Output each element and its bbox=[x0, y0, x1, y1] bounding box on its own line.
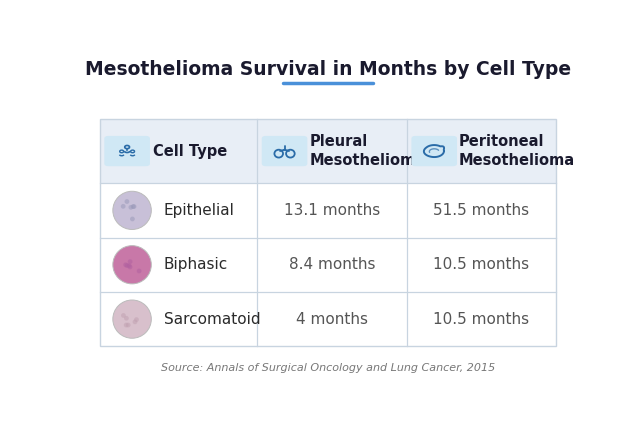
Text: Pleural
Mesothelioma: Pleural Mesothelioma bbox=[309, 134, 426, 169]
Ellipse shape bbox=[129, 315, 134, 320]
Ellipse shape bbox=[122, 307, 127, 312]
Ellipse shape bbox=[136, 270, 141, 275]
Text: 51.5 months: 51.5 months bbox=[433, 203, 530, 218]
Ellipse shape bbox=[127, 309, 132, 314]
Text: Epithelial: Epithelial bbox=[164, 203, 235, 218]
Ellipse shape bbox=[131, 210, 136, 214]
FancyBboxPatch shape bbox=[100, 119, 556, 183]
Ellipse shape bbox=[132, 259, 138, 264]
Ellipse shape bbox=[113, 300, 151, 338]
Text: 10.5 months: 10.5 months bbox=[433, 312, 530, 327]
Ellipse shape bbox=[129, 267, 134, 272]
Ellipse shape bbox=[113, 191, 151, 229]
Text: Peritoneal
Mesothelioma: Peritoneal Mesothelioma bbox=[459, 134, 575, 169]
Ellipse shape bbox=[124, 322, 129, 327]
Ellipse shape bbox=[136, 260, 141, 265]
Text: Source: Annals of Surgical Oncology and Lung Cancer, 2015: Source: Annals of Surgical Oncology and … bbox=[161, 363, 495, 373]
Text: Sarcomatoid: Sarcomatoid bbox=[164, 312, 260, 327]
FancyBboxPatch shape bbox=[262, 136, 307, 166]
Text: Biphasic: Biphasic bbox=[164, 257, 228, 272]
Ellipse shape bbox=[136, 216, 141, 221]
Ellipse shape bbox=[140, 315, 144, 320]
Ellipse shape bbox=[127, 202, 132, 206]
Text: Mesothelioma Survival in Months by Cell Type: Mesothelioma Survival in Months by Cell … bbox=[85, 59, 571, 79]
Ellipse shape bbox=[132, 262, 137, 266]
Text: 10.5 months: 10.5 months bbox=[433, 257, 530, 272]
Ellipse shape bbox=[140, 321, 144, 326]
Ellipse shape bbox=[122, 209, 127, 214]
FancyBboxPatch shape bbox=[104, 136, 150, 166]
FancyBboxPatch shape bbox=[412, 136, 457, 166]
Text: 4 months: 4 months bbox=[296, 312, 368, 327]
Text: 8.4 months: 8.4 months bbox=[289, 257, 375, 272]
Ellipse shape bbox=[113, 246, 151, 284]
Ellipse shape bbox=[139, 215, 143, 220]
Ellipse shape bbox=[136, 262, 141, 267]
Ellipse shape bbox=[129, 217, 134, 221]
Text: Cell Type: Cell Type bbox=[154, 143, 228, 158]
Text: 13.1 months: 13.1 months bbox=[284, 203, 380, 218]
